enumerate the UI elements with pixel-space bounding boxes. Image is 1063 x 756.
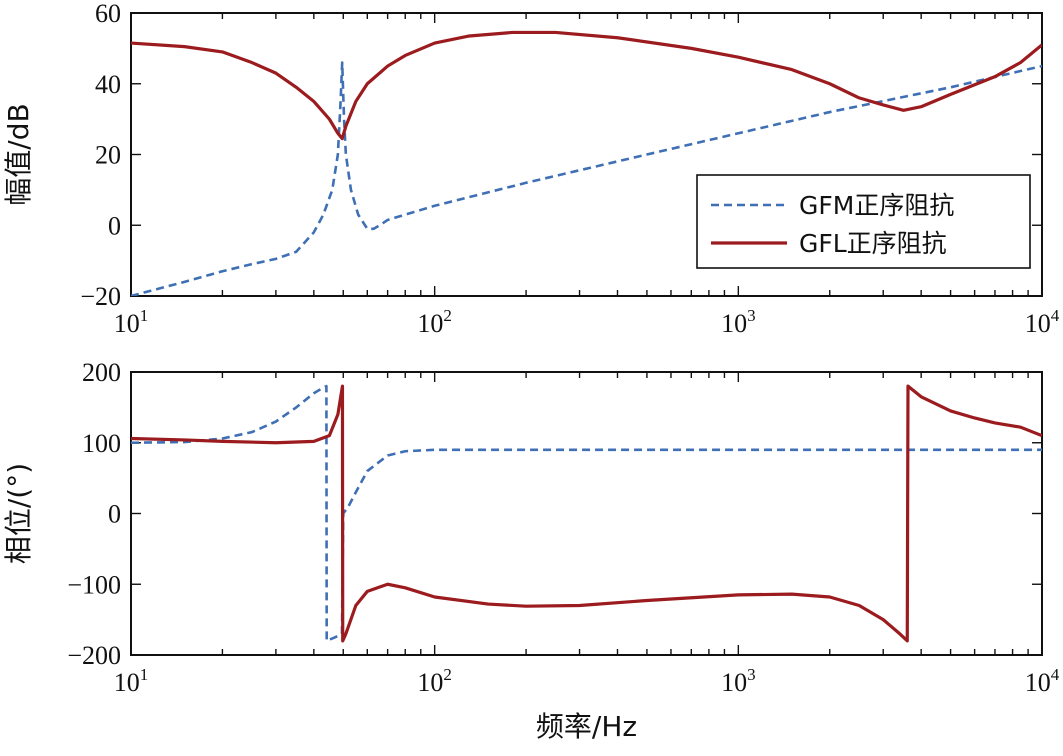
- y-tick-label: 0: [108, 500, 121, 529]
- x-axis-label: 频率/Hz: [536, 710, 637, 743]
- y-tick-label: 100: [82, 429, 121, 458]
- legend-label: GFL正序阻抗: [799, 229, 947, 258]
- x-tick-label: 101: [114, 665, 149, 697]
- legend-label: GFM正序阻抗: [799, 191, 954, 220]
- x-tick-label: 101: [114, 306, 149, 338]
- x-tick-label: 102: [417, 665, 452, 697]
- x-tick-label: 102: [417, 306, 452, 338]
- magnitude-panel: 101 102 103 104 −20 0 20 40 60 幅值/dB GFM正序阻抗 GFL正序阻…: [2, 0, 1060, 338]
- y-tick-label: 40: [95, 70, 121, 99]
- legend-box: [696, 174, 1031, 269]
- legend: GFM正序阻抗 GFL正序阻抗: [696, 174, 1031, 269]
- y-tick-label: 200: [82, 358, 121, 387]
- series-line-gfm: [131, 384, 1042, 643]
- y-tick-label: 60: [95, 0, 121, 28]
- y-axis-label: 幅值/dB: [2, 103, 35, 205]
- y-tick-label: 0: [108, 211, 121, 240]
- x-tick-label: 103: [721, 665, 756, 697]
- y-tick-label: 20: [95, 141, 121, 170]
- plot-frame: [130, 371, 1043, 656]
- series-line-gfl: [131, 30, 1042, 141]
- y-tick-label: −20: [80, 282, 121, 311]
- phase-panel: 101 102 103 104 −200 −100 0 100 200 相位/(°) 频率/Hz: [2, 358, 1060, 743]
- x-tick-label: 104: [1025, 665, 1060, 697]
- y-tick-label: −100: [67, 570, 121, 599]
- series-line-gfl: [131, 384, 1042, 643]
- x-tick-label: 103: [721, 306, 756, 338]
- y-axis-label: 相位/(°): [2, 463, 35, 564]
- x-tick-label: 104: [1025, 306, 1060, 338]
- series-line-gfm: [131, 61, 1042, 296]
- y-tick-label: −200: [67, 641, 121, 670]
